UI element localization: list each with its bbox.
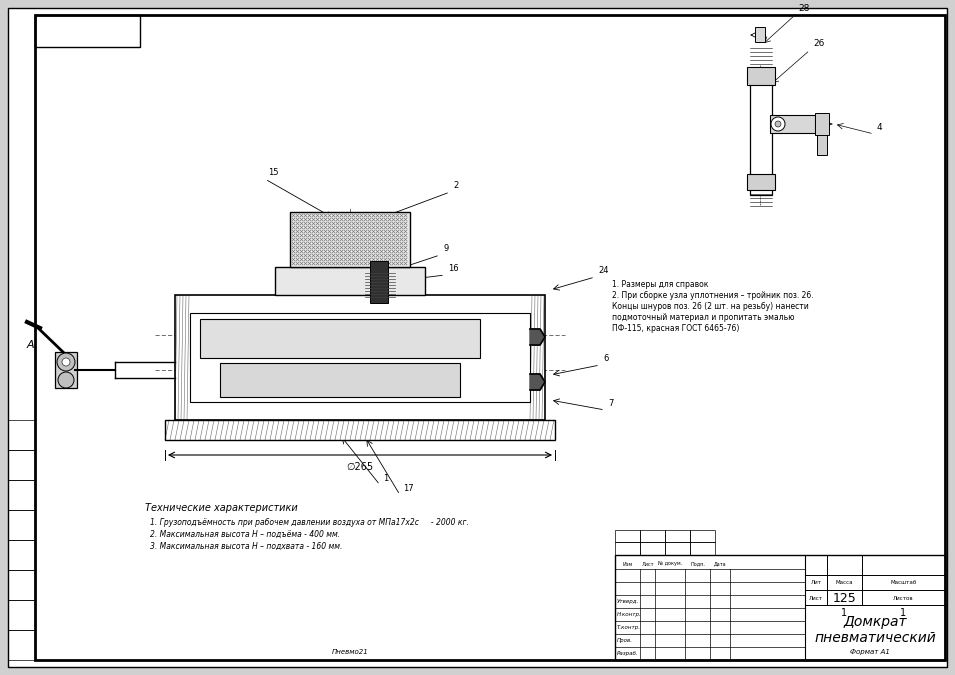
Text: 3. Максимальная высота Н – подхвата - 160 мм.: 3. Максимальная высота Н – подхвата - 16…	[150, 542, 343, 551]
Circle shape	[57, 353, 75, 371]
Circle shape	[58, 372, 74, 388]
Bar	[275, 267, 425, 295]
Text: 2: 2	[453, 181, 458, 190]
Text: 16: 16	[448, 264, 458, 273]
Bar	[220, 363, 460, 397]
Text: Разраб.: Разраб.	[617, 651, 639, 656]
Bar	[370, 261, 388, 303]
Circle shape	[775, 121, 781, 127]
Bar	[690, 542, 715, 555]
Text: 1: 1	[841, 608, 848, 618]
Bar	[640, 530, 665, 542]
Text: 28: 28	[798, 4, 810, 13]
Text: 2. Максимальная высота Н – подъёма - 400 мм.: 2. Максимальная высота Н – подъёма - 400…	[150, 530, 340, 539]
Text: ∅265: ∅265	[347, 462, 373, 472]
Text: Лист: Лист	[641, 562, 654, 566]
Polygon shape	[530, 374, 545, 390]
Text: 15: 15	[268, 168, 279, 177]
Text: 26: 26	[813, 39, 824, 48]
Text: 1: 1	[383, 474, 389, 483]
Bar	[8, 570, 35, 600]
Bar	[8, 480, 35, 510]
Text: 17: 17	[403, 484, 414, 493]
Bar	[290, 212, 410, 267]
Text: 6: 6	[603, 354, 608, 363]
Bar	[615, 555, 945, 660]
Text: Утверд.: Утверд.	[617, 599, 639, 604]
Bar	[750, 75, 772, 195]
Bar	[817, 135, 827, 155]
Text: Масштаб: Масштаб	[890, 580, 917, 585]
Bar	[190, 313, 530, 402]
Bar	[755, 27, 765, 42]
Text: Пров.: Пров.	[617, 638, 633, 643]
Text: № докум.: № докум.	[658, 562, 682, 566]
Bar	[640, 542, 665, 555]
Text: подмоточный материал и пропитать эмалью: подмоточный материал и пропитать эмалью	[612, 313, 795, 322]
Bar	[665, 542, 690, 555]
Text: Т.контр.: Т.контр.	[617, 625, 641, 630]
Text: 4: 4	[877, 123, 882, 132]
Text: 9: 9	[443, 244, 448, 253]
Bar	[8, 510, 35, 540]
Bar	[8, 600, 35, 630]
Polygon shape	[530, 329, 545, 345]
Bar	[8, 540, 35, 570]
Bar	[35, 15, 140, 47]
Text: 125: 125	[833, 591, 857, 605]
Text: Масса: Масса	[836, 580, 854, 585]
Bar	[770, 115, 815, 133]
Bar	[175, 295, 545, 420]
Text: Подп.: Подп.	[690, 562, 705, 566]
Text: 1: 1	[901, 608, 906, 618]
Bar	[615, 530, 640, 542]
Text: 1. Размеры для справок: 1. Размеры для справок	[612, 280, 709, 289]
Text: Концы шнуров поз. 26 (2 шт. на резьбу) нанести: Концы шнуров поз. 26 (2 шт. на резьбу) н…	[612, 302, 809, 311]
Bar	[815, 113, 829, 135]
Text: 1. Грузоподъёмность при рабочем давлении воздуха от МПа17х2с     - 2000 кг.: 1. Грузоподъёмность при рабочем давлении…	[150, 518, 469, 527]
Bar	[165, 420, 555, 440]
Bar	[8, 420, 35, 450]
Text: 24: 24	[598, 266, 608, 275]
Bar	[55, 352, 77, 388]
Text: 2. При сборке узла уплотнения – тройник поз. 26.: 2. При сборке узла уплотнения – тройник …	[612, 291, 814, 300]
Text: A: A	[26, 340, 33, 350]
Text: Листов: Листов	[893, 595, 914, 601]
Bar	[747, 67, 775, 85]
Circle shape	[62, 358, 70, 366]
Text: Пневмо21: Пневмо21	[331, 649, 369, 655]
Bar	[747, 174, 775, 190]
Text: 7: 7	[608, 399, 613, 408]
Bar	[200, 319, 480, 358]
Text: Лит: Лит	[811, 580, 821, 585]
Text: Изм: Изм	[623, 562, 632, 566]
Text: Технические характеристики: Технические характеристики	[145, 503, 298, 513]
Text: Н.контр.: Н.контр.	[617, 612, 642, 617]
Circle shape	[771, 117, 785, 131]
Text: Лист: Лист	[809, 595, 823, 601]
Text: Формат А1: Формат А1	[850, 649, 890, 655]
Bar	[690, 530, 715, 542]
Text: Домкрат
пневматический: Домкрат пневматический	[814, 615, 936, 645]
Bar	[665, 530, 690, 542]
Bar	[8, 450, 35, 480]
Bar	[8, 630, 35, 660]
Bar	[615, 542, 640, 555]
Text: ПФ-115, красная ГОСТ 6465-76): ПФ-115, красная ГОСТ 6465-76)	[612, 324, 739, 333]
Text: Дата: Дата	[713, 562, 727, 566]
